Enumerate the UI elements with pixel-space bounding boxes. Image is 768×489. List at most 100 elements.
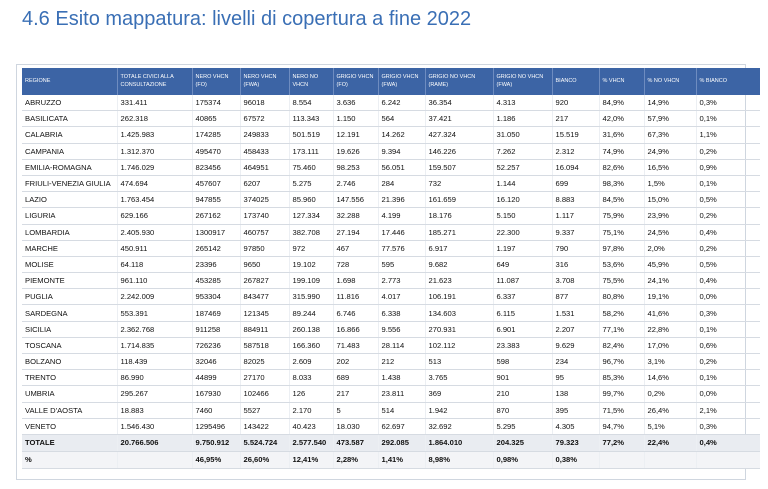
table-cell: 1.714.835 xyxy=(117,337,193,355)
table-cell: 2.242.009 xyxy=(117,288,193,306)
table-cell: 21.396 xyxy=(378,191,426,209)
table-cell: 5.150 xyxy=(493,207,553,225)
table-cell: 877 xyxy=(552,288,600,306)
table-cell: 3.708 xyxy=(552,272,600,290)
table-cell: 6.115 xyxy=(493,304,553,322)
table-cell: 102.112 xyxy=(425,337,494,355)
table-cell: 901 xyxy=(493,369,553,387)
table-cell: SICILIA xyxy=(22,321,118,338)
table-cell: 67,3% xyxy=(644,126,697,144)
table-cell: 64.118 xyxy=(117,256,193,274)
table-cell: 173.111 xyxy=(289,143,334,160)
table-cell: 0,2% xyxy=(696,240,760,257)
table-cell: 96,7% xyxy=(599,353,645,371)
table-cell: 595 xyxy=(378,256,426,274)
table-cell: 12,41% xyxy=(289,451,334,469)
table-cell: 11.087 xyxy=(493,272,553,290)
table-cell: 174285 xyxy=(192,126,241,144)
table-cell: 6.242 xyxy=(378,95,426,112)
table-cell: BOLZANO xyxy=(22,353,118,371)
table-cell: 62.697 xyxy=(378,418,426,435)
table-row: TRENTO 86.990 44899 27170 8.033 689 1.438 3.765… xyxy=(22,369,760,387)
table-cell: 1.438 xyxy=(378,369,426,387)
table-cell: 96018 xyxy=(240,95,290,112)
table-cell: 464951 xyxy=(240,159,290,176)
table-cell: 5 xyxy=(333,402,379,419)
table-cell: 46,95% xyxy=(192,451,241,469)
table-cell: 97850 xyxy=(240,240,290,257)
table-cell: 267827 xyxy=(240,272,290,290)
table-cell: PIEMONTE xyxy=(22,272,118,290)
table-cell: 9.750.912 xyxy=(192,434,241,452)
table-cell: 77,2% xyxy=(599,434,645,452)
table-cell: 9.556 xyxy=(378,321,426,338)
table-cell: 75,9% xyxy=(599,207,645,225)
table-cell: 24,5% xyxy=(644,224,697,241)
table-cell: 0,9% xyxy=(696,159,760,176)
table-cell: 450.911 xyxy=(117,240,193,257)
table-cell: 99,7% xyxy=(599,385,645,403)
table-cell: 0,4% xyxy=(696,434,760,452)
table-cell: 22,4% xyxy=(644,434,697,452)
table-cell: 31.050 xyxy=(493,126,553,144)
column-header: NERO VHCN (FWA) xyxy=(240,68,290,95)
table-cell: 15,0% xyxy=(644,191,697,209)
table-cell: 0,4% xyxy=(696,272,760,290)
table-cell: 6.746 xyxy=(333,304,379,322)
table-cell: 18.176 xyxy=(425,207,494,225)
table-cell: 514 xyxy=(378,402,426,419)
table-cell: 75.460 xyxy=(289,159,334,176)
table-cell: 44899 xyxy=(192,369,241,387)
table-cell: 2.207 xyxy=(552,321,600,338)
table-cell: 57,9% xyxy=(644,110,697,128)
table-cell: TOSCANA xyxy=(22,337,118,355)
table-cell: PUGLIA xyxy=(22,288,118,306)
table-cell: 728 xyxy=(333,256,379,274)
table-cell: 3.636 xyxy=(333,95,379,112)
table-cell: 726236 xyxy=(192,337,241,355)
table-cell: 0,6% xyxy=(696,337,760,355)
table-cell: 6.917 xyxy=(425,240,494,257)
table-cell: 2,28% xyxy=(333,451,379,469)
table-cell: 134.603 xyxy=(425,304,494,322)
table-cell: 17.446 xyxy=(378,224,426,241)
table-cell: 267162 xyxy=(192,207,241,225)
table-cell: 458433 xyxy=(240,143,290,160)
table-header-row: REGIONE TOTALE CIVICI ALLA CONSULTAZIONE N… xyxy=(22,68,760,95)
table-cell: 22,8% xyxy=(644,321,697,338)
table-cell: 5.524.724 xyxy=(240,434,290,452)
table-cell: 0,38% xyxy=(552,451,600,469)
table-cell: 587518 xyxy=(240,337,290,355)
table-cell: 41,6% xyxy=(644,304,697,322)
table-cell: CAMPANIA xyxy=(22,143,118,160)
table-cell: 1.425.983 xyxy=(117,126,193,144)
total-row: TOTALE 20.766.506 9.750.912 5.524.724 2.577.… xyxy=(22,434,760,452)
table-cell: 284 xyxy=(378,175,426,193)
table-cell: 467 xyxy=(333,240,379,257)
table-cell: 204.325 xyxy=(493,434,553,452)
column-header: GRIGIO NO VHCN (RAME) xyxy=(425,68,494,95)
table-cell: 5.295 xyxy=(493,418,553,435)
table-row: LOMBARDIA 2.405.930 1300917 460757 382.708 27… xyxy=(22,224,760,241)
table-row: CALABRIA 1.425.983 174285 249833 501.519 12.1… xyxy=(22,126,760,144)
table-cell: 6.901 xyxy=(493,321,553,338)
table-cell: 2.609 xyxy=(289,353,334,371)
table-cell: 7.262 xyxy=(493,143,553,160)
column-header: % VHCN xyxy=(599,68,645,95)
table-cell: 265142 xyxy=(192,240,241,257)
table-cell: 173740 xyxy=(240,207,290,225)
table-cell: 106.191 xyxy=(425,288,494,306)
table-cell: 249833 xyxy=(240,126,290,144)
table-cell: 0,0% xyxy=(696,288,760,306)
table-cell: 3,1% xyxy=(644,353,697,371)
table-row: VALLE D'AOSTA 18.883 7460 5527 2.170 5 514 1.94… xyxy=(22,402,760,419)
table-cell: 4.305 xyxy=(552,418,600,435)
table-cell: 911258 xyxy=(192,321,241,338)
table-cell: 80,8% xyxy=(599,288,645,306)
table-cell: 2.362.768 xyxy=(117,321,193,338)
table-cell: 84,9% xyxy=(599,95,645,112)
table-cell: 947855 xyxy=(192,191,241,209)
column-header: REGIONE xyxy=(22,68,118,95)
table-cell: 0,1% xyxy=(696,369,760,387)
table-cell: 8,98% xyxy=(425,451,494,469)
